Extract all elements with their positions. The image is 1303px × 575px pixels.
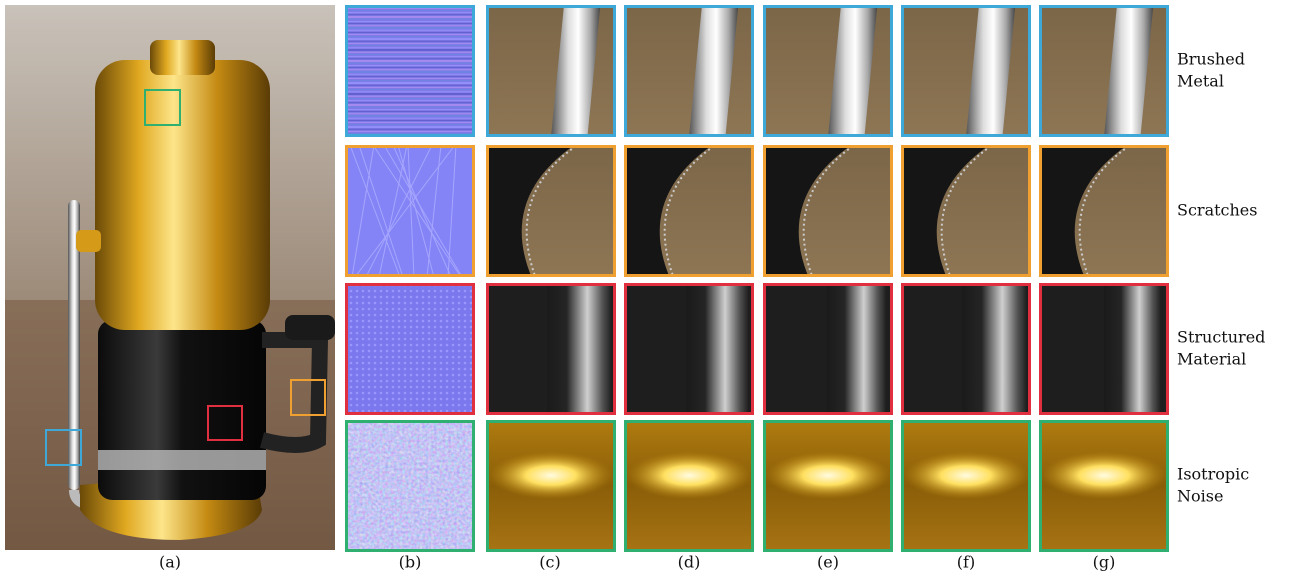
row-label: Structured	[1177, 328, 1265, 347]
row-label: Metal	[1177, 72, 1224, 91]
scene-render	[5, 5, 335, 550]
render-tile	[486, 145, 616, 277]
figure: Brushed Metal Scratches Structured Material I…	[0, 0, 1303, 575]
render-tile	[486, 420, 616, 552]
row-label: Scratches	[1177, 201, 1257, 220]
panel-label: (g)	[1093, 553, 1116, 572]
normal-map-tile	[345, 283, 475, 415]
render-tile	[1039, 5, 1169, 137]
render-tile	[624, 5, 754, 137]
render-tile	[624, 145, 754, 277]
normal-map-tile	[345, 5, 475, 137]
row-label: Brushed	[1177, 50, 1245, 69]
render-tile	[901, 283, 1031, 415]
panel-label: (e)	[817, 553, 839, 572]
comparison-grid: Brushed Metal Scratches Structured Material I…	[345, 5, 1265, 552]
render-tile	[763, 283, 893, 415]
render-tile	[486, 283, 616, 415]
normal-map-tile	[345, 145, 475, 277]
panel-label: (f)	[957, 553, 975, 572]
panel-label: (b)	[399, 553, 422, 572]
panel-label: (c)	[539, 553, 560, 572]
render-tile	[763, 145, 893, 277]
render-tile	[901, 5, 1031, 137]
render-tile	[763, 420, 893, 552]
render-tile	[763, 5, 893, 137]
render-tile	[1039, 420, 1169, 552]
render-tile	[901, 145, 1031, 277]
panel-label: (d)	[678, 553, 701, 572]
row-label: Material	[1177, 350, 1246, 369]
panel-label: (a)	[159, 553, 181, 572]
render-tile	[486, 5, 616, 137]
render-tile	[901, 420, 1031, 552]
normal-map-tile	[345, 420, 475, 552]
render-tile	[1039, 145, 1169, 277]
render-tile	[1039, 283, 1169, 415]
render-tile	[624, 283, 754, 415]
render-tile	[624, 420, 754, 552]
row-label: Noise	[1177, 487, 1223, 506]
row-label: Isotropic	[1177, 465, 1249, 484]
